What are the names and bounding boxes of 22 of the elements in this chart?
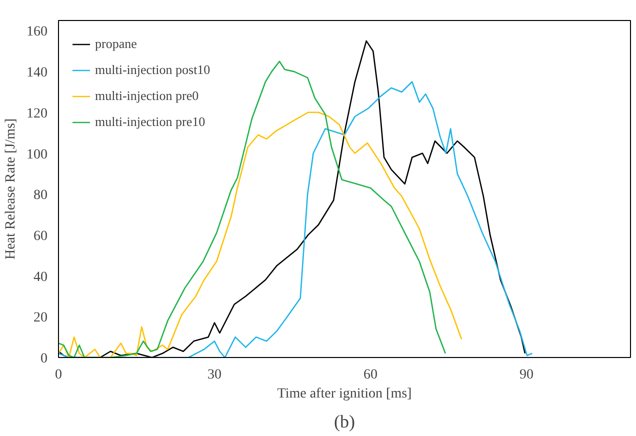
legend-label: multi-injection pre0 <box>95 88 199 104</box>
y-tick-label: 80 <box>34 188 48 204</box>
y-tick-label: 140 <box>26 66 48 81</box>
legend-label: propane <box>95 36 137 52</box>
line-series <box>58 60 446 358</box>
y-tick-label: 60 <box>34 228 48 244</box>
y-tick-label: 160 <box>26 24 48 40</box>
y-axis-title: Heat Release Rate [J/ms] <box>4 118 18 260</box>
y-tick-label: 20 <box>34 310 48 326</box>
y-tick-label: 0 <box>40 352 48 366</box>
x-tick-label: 0 <box>55 368 62 382</box>
x-tick-label: 30 <box>208 368 222 382</box>
y-tick-label: 100 <box>26 147 48 162</box>
x-axis-title: Time after ignition [ms] <box>277 386 412 402</box>
x-tick-label: 90 <box>520 368 534 382</box>
text: (b) <box>334 412 356 432</box>
y-tick-label: 40 <box>34 270 48 285</box>
y-tick-label: 120 <box>26 106 48 122</box>
legend-label: multi-injection pre10 <box>95 114 206 130</box>
x-tick-label: 60 <box>364 368 378 382</box>
legend-label: multi-injection post10 <box>95 62 210 78</box>
line-series <box>58 112 462 358</box>
